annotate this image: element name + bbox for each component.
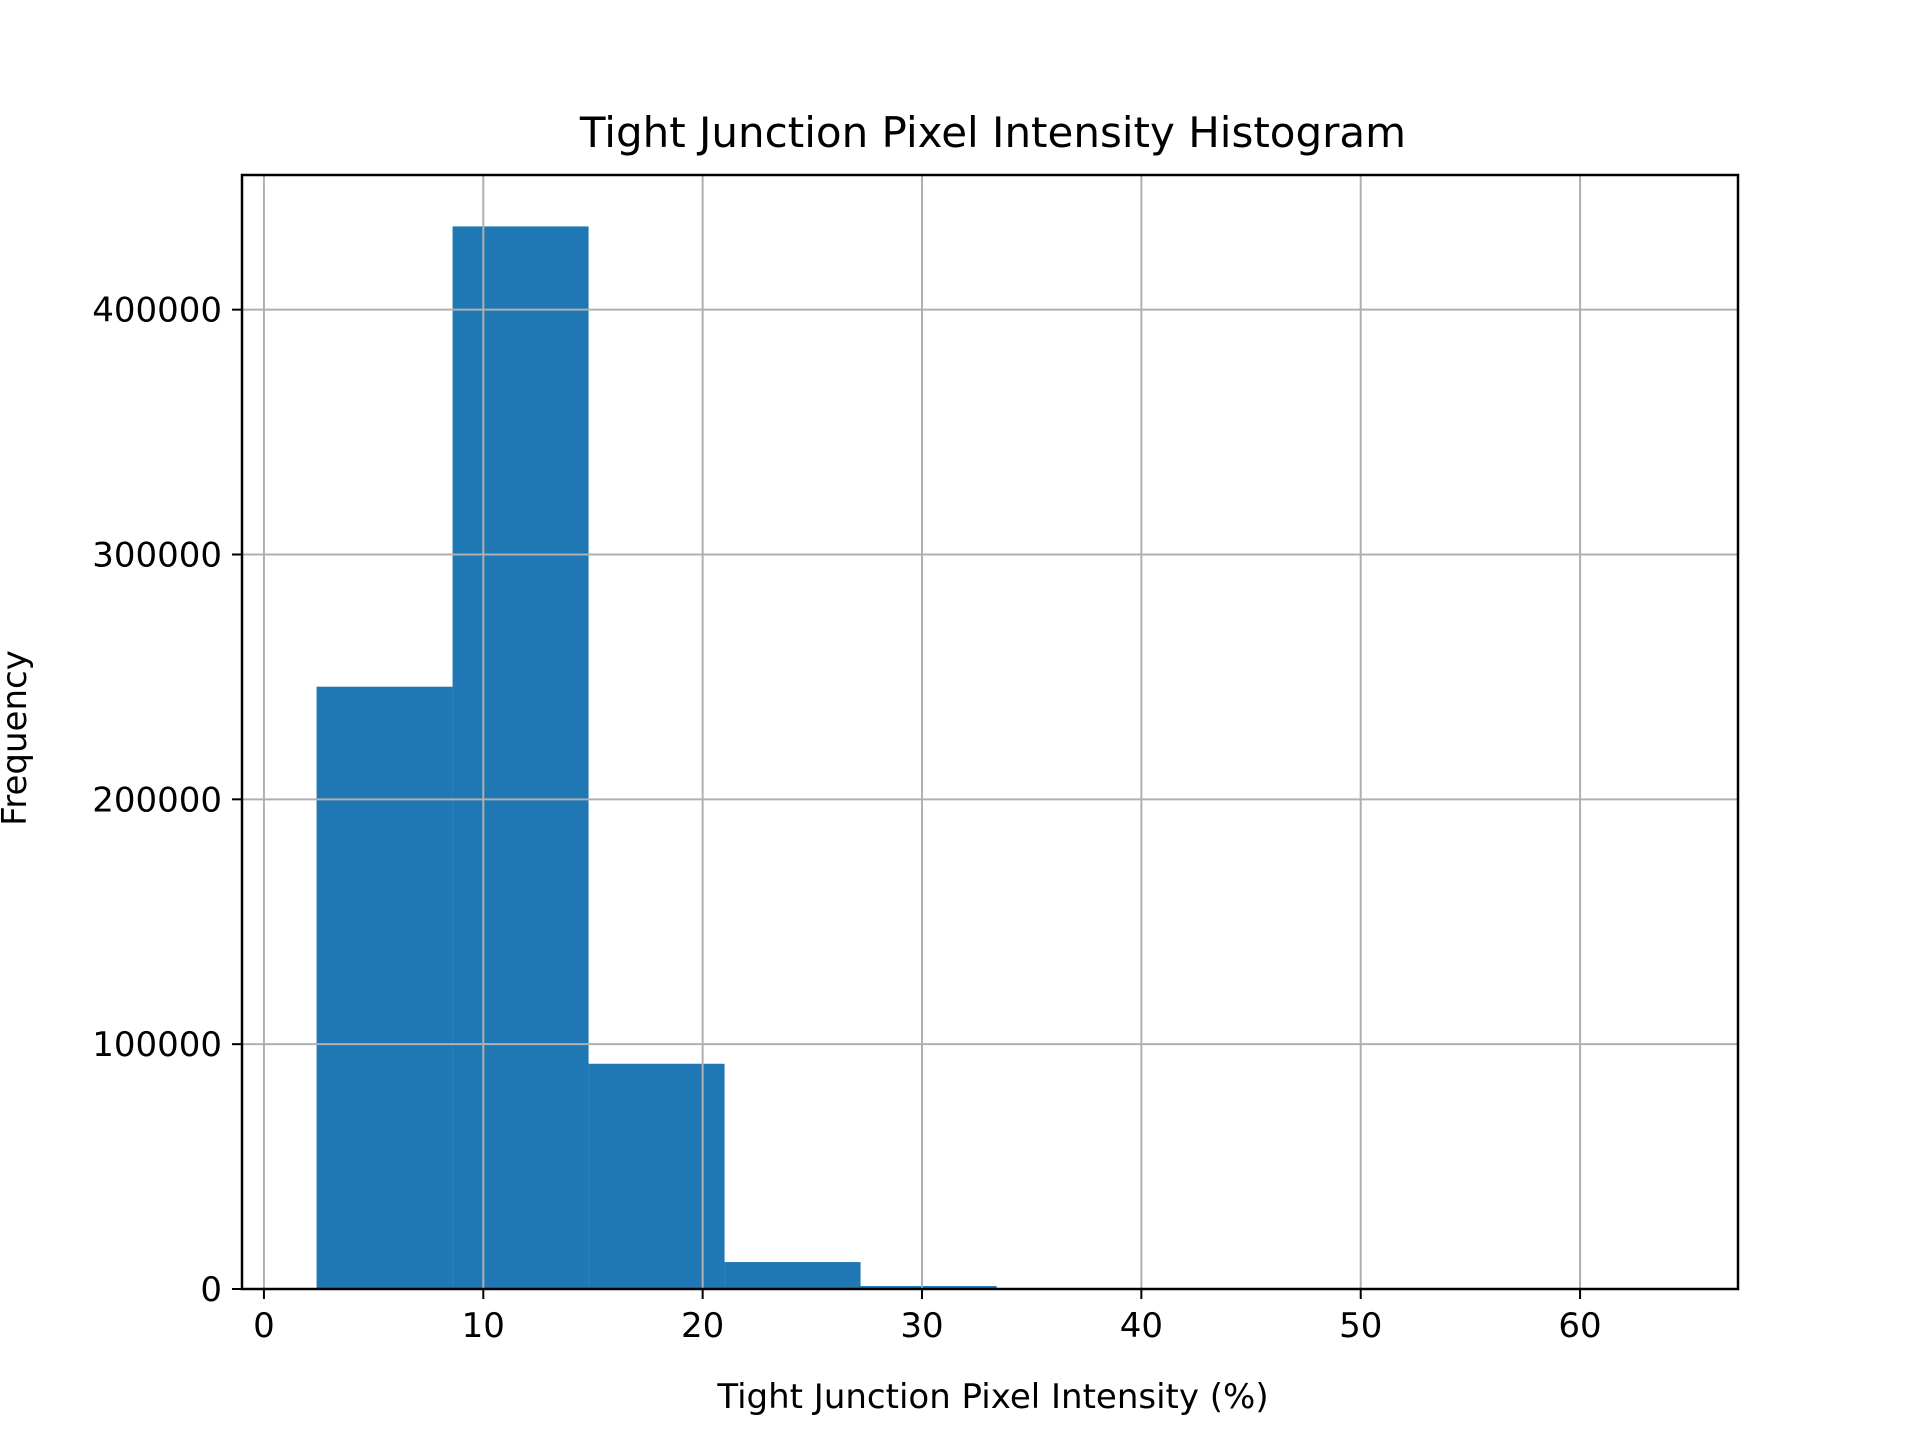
- x-tick-label-0: 0: [253, 1306, 275, 1346]
- x-tick-label-3: 30: [900, 1306, 943, 1346]
- histogram-bar-2: [588, 1063, 725, 1289]
- x-axis-label: Tight Junction Pixel Intensity (%): [716, 1377, 1268, 1417]
- y-axis-label: Frequency: [0, 650, 35, 826]
- plot-area: 0 10 20 30 40 50 60 0 100000 200000 300000 400000: [92, 173, 1740, 1346]
- y-tick-label-0: 0: [200, 1270, 222, 1310]
- histogram-bar-0: [316, 686, 453, 1289]
- x-tick-label-1: 10: [462, 1306, 505, 1346]
- y-tick-label-3: 300000: [92, 535, 222, 575]
- chart-title: Tight Junction Pixel Intensity Histogram: [579, 108, 1406, 157]
- axes-frame: [240, 173, 1740, 1291]
- x-tick-label-5: 50: [1339, 1306, 1382, 1346]
- x-tick-label-4: 40: [1120, 1306, 1163, 1346]
- histogram-bar-4: [860, 1286, 997, 1289]
- histogram-bar-1: [452, 226, 589, 1289]
- histogram-bar-3: [724, 1262, 861, 1289]
- x-tick-label-2: 20: [681, 1306, 724, 1346]
- x-tick-label-6: 60: [1558, 1306, 1601, 1346]
- y-tick-label-2: 200000: [92, 780, 222, 820]
- y-tick-label-1: 100000: [92, 1025, 222, 1065]
- y-tick-label-4: 400000: [92, 291, 222, 331]
